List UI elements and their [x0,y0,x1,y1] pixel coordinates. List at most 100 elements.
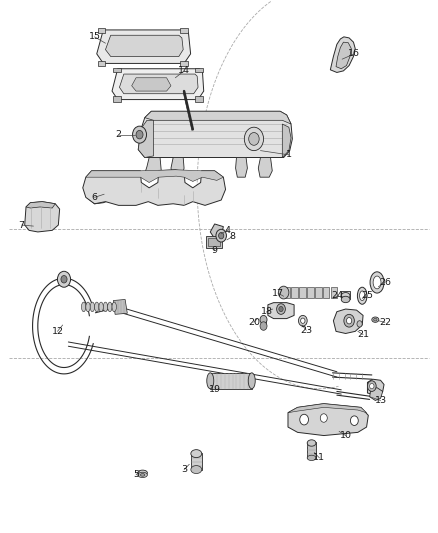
Bar [291,287,298,298]
Bar [98,28,106,33]
Ellipse shape [370,272,384,293]
Text: 2: 2 [116,130,122,139]
Ellipse shape [138,472,148,478]
Ellipse shape [373,276,381,289]
Polygon shape [97,30,191,63]
Text: 7: 7 [19,221,25,230]
Text: 18: 18 [261,307,273,316]
Polygon shape [288,403,367,413]
Bar [180,61,187,66]
Ellipse shape [112,302,117,312]
Bar [307,442,316,458]
Bar [299,287,306,298]
Text: 21: 21 [357,330,369,339]
Text: 20: 20 [248,318,260,327]
Polygon shape [138,120,153,158]
Bar [315,287,321,298]
Circle shape [350,416,358,425]
Text: 3: 3 [181,465,187,474]
Polygon shape [92,179,115,184]
Ellipse shape [341,293,350,299]
Polygon shape [112,69,204,100]
Bar [195,96,203,102]
Polygon shape [330,37,355,72]
Ellipse shape [191,450,202,458]
Text: 19: 19 [208,385,221,394]
Circle shape [357,321,362,327]
Circle shape [244,127,264,151]
Polygon shape [336,42,351,69]
Ellipse shape [248,373,255,389]
Polygon shape [132,78,171,91]
Circle shape [133,126,147,143]
Ellipse shape [357,287,367,304]
Polygon shape [138,111,292,158]
Text: 16: 16 [348,50,360,58]
Polygon shape [120,74,198,94]
Text: 8: 8 [229,232,235,241]
Ellipse shape [374,318,377,321]
Ellipse shape [86,302,90,312]
Bar [206,236,223,248]
Polygon shape [258,158,272,177]
Circle shape [300,414,308,425]
Polygon shape [288,403,368,435]
Text: 15: 15 [88,33,101,42]
Polygon shape [370,387,383,400]
Ellipse shape [207,373,214,389]
Ellipse shape [81,302,86,312]
Circle shape [136,131,143,139]
Text: 23: 23 [300,326,312,335]
Circle shape [320,414,327,422]
Polygon shape [283,124,291,158]
Circle shape [216,229,226,242]
Polygon shape [236,158,247,177]
Bar [180,28,187,33]
Polygon shape [333,309,363,334]
Bar [98,61,106,66]
Text: 12: 12 [51,327,64,336]
Circle shape [298,316,307,326]
Ellipse shape [307,440,316,446]
Circle shape [367,381,376,391]
Text: 26: 26 [379,278,391,287]
Text: 24: 24 [332,291,344,300]
Ellipse shape [90,302,95,312]
Bar [208,238,220,246]
Text: 9: 9 [212,246,218,255]
Polygon shape [210,224,223,237]
Ellipse shape [341,296,350,303]
Text: 11: 11 [314,454,325,463]
Polygon shape [83,169,226,205]
Text: 10: 10 [339,431,352,440]
Bar [331,287,337,298]
Circle shape [61,276,67,283]
Polygon shape [145,111,291,124]
Bar [210,373,252,389]
Bar [191,453,202,470]
Text: 17: 17 [272,288,284,297]
Text: 25: 25 [361,291,374,300]
Circle shape [370,383,374,389]
Ellipse shape [372,317,379,322]
Polygon shape [106,35,183,56]
Ellipse shape [138,470,148,475]
Bar [284,287,290,298]
Polygon shape [25,201,60,232]
Text: 22: 22 [379,318,391,327]
Text: 13: 13 [374,396,387,405]
Ellipse shape [108,302,112,312]
Ellipse shape [103,302,108,312]
Bar [307,287,314,298]
Polygon shape [171,158,184,177]
Circle shape [260,316,267,324]
Polygon shape [26,201,55,208]
Polygon shape [98,187,114,198]
Polygon shape [86,169,223,182]
Ellipse shape [99,302,103,312]
Text: 14: 14 [178,67,190,75]
Circle shape [346,318,352,324]
Bar [113,96,121,102]
Text: 5: 5 [133,471,139,479]
Circle shape [219,232,224,239]
